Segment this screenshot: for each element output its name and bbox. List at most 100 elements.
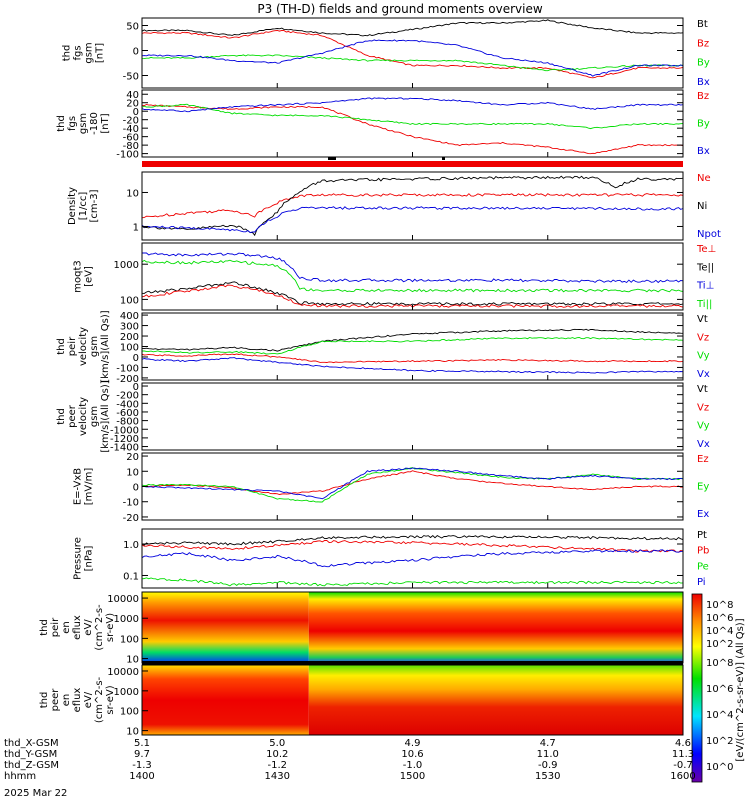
ephem-value-2-4: -0.7 <box>673 760 693 771</box>
panel-p8: 1.0 0.1 Pressure[nPa] Pt Pb Pe Pi <box>73 528 709 589</box>
legend-p4-1: Te|| <box>696 262 714 273</box>
series-line-p7-0 <box>141 470 684 495</box>
y-tick-label-p2-5: -60 <box>123 133 139 144</box>
y-axis-label-line-p6-0: thd <box>56 408 67 425</box>
spec-tick-label-s1-2: 100 <box>120 634 139 645</box>
y-axis-label-line-p6-2: velocity <box>78 397 89 436</box>
series-line-p5-2 <box>142 337 684 355</box>
y-tick-label-p1-0: 50 <box>126 22 139 33</box>
series-line-p4-1 <box>141 259 684 293</box>
y-axis-label-line-p2-4: [nT] <box>100 113 111 133</box>
ephem-value-0-0: 5.1 <box>134 738 150 749</box>
ephem-value-1-0: 9.7 <box>134 749 150 760</box>
legend-p6-2: Vy <box>697 421 710 432</box>
y-tick-label-p5-3: 100 <box>120 343 139 354</box>
spec-axis-label-s2: thdpeerenefluxeV/(cm^2-s-sr-eV) <box>39 676 116 723</box>
legend-p7-0: Ez <box>697 454 709 465</box>
plot-panels: 500-50thdfgsgsm[nT]BtBzByBx40200-20-40-6… <box>56 17 721 589</box>
y-tick-label-p6-5: -1000 <box>110 425 139 436</box>
spec-axis-label-line-s1-3: eflux <box>72 615 83 640</box>
y-axis-label-line-p8-0: Pressure <box>73 537 84 580</box>
y-axis-label-p7: E=-VxB[mV/m] <box>73 468 95 506</box>
y-tick-label-p4-0: 1000 <box>114 260 139 271</box>
y-axis-label-line-p3-2: [cm-3] <box>89 189 100 222</box>
legend-p4-3: Ti|| <box>696 299 712 310</box>
ephem-label-1: thd_Y-GSM <box>4 749 57 760</box>
ephem-value-0-3: 4.7 <box>540 738 556 749</box>
y-axis-label-line-p5-1: peir <box>67 336 78 356</box>
ephem-value-1-3: 11.0 <box>537 749 559 760</box>
colorbar-tick-upper-1: 10^6 <box>706 613 733 624</box>
colorbar-tick-lower-3: 10^2 <box>706 736 733 747</box>
series-line-p8-1 <box>141 539 684 553</box>
legend-p8-2: Pe <box>697 561 709 572</box>
series-line-p7-1 <box>141 467 684 503</box>
y-axis-label-line-p1-1: fgs <box>73 45 84 60</box>
colorbar: [eV/(cm^2-s-sr-eV)] (All Qs)] 10^8 10^6 10… <box>691 593 746 783</box>
panel-p7: 20 10 0 -10 -20 E=-VxB[mV/m] Ez Ey Ex <box>73 452 710 524</box>
series-line-p8-2 <box>141 577 684 587</box>
y-tick-label-p6-7: -1400 <box>110 443 139 454</box>
spec-axis-label-s1: thdpeirenefluxeV/(cm^2-s-sr-eV) <box>39 604 116 651</box>
status-bar-mark <box>328 157 336 160</box>
spectrogram-early-s2 <box>142 665 309 735</box>
legend-p2-2: Bx <box>697 146 710 157</box>
series-line-p8-0 <box>141 534 684 546</box>
colorbar-tick-lower-2: 10^4 <box>706 710 733 721</box>
y-tick-label-p6-3: -600 <box>116 408 139 419</box>
legend-p7-1: Ey <box>697 482 709 493</box>
y-axis-label-line-p7-1: [mV/m] <box>84 468 95 506</box>
y-axis-label-line-p6-3: gsm <box>89 406 100 427</box>
legend-p1-3: Bx <box>697 77 710 88</box>
y-tick-label-p5-6: -200 <box>116 374 139 385</box>
colorbar-label: [eV/(cm^2-s-sr-eV)] (All Qs)] <box>735 618 746 761</box>
legend-p2-1: By <box>697 119 710 130</box>
y-axis-label-line-p3-1: [1/cc] <box>78 192 89 221</box>
series-line-p4-2 <box>141 281 684 306</box>
series-line-p2-0 <box>141 104 684 155</box>
status-bar-mark-2 <box>442 157 445 160</box>
y-axis-label-p4: moqt3[eV] <box>73 260 95 293</box>
y-tick-label-p5-4: 0 <box>133 353 139 364</box>
y-axis-label-line-p5-3: gsm <box>89 336 100 357</box>
series-line-p5-0 <box>141 328 684 352</box>
series-line-p1-0 <box>141 19 684 37</box>
panel-frame-p4 <box>141 242 684 311</box>
y-axis-label-line-p5-2: velocity <box>78 327 89 366</box>
y-tick-label-p5-1: 300 <box>120 322 139 333</box>
ephem-value-3-0: 1400 <box>129 771 154 782</box>
y-tick-label-p7-4: -20 <box>123 513 139 524</box>
colorbar-ticks: 10^8 10^6 10^4 10^2 10^8 10^6 10^4 10^2 10^0 <box>706 600 733 773</box>
series-line-p1-1 <box>141 29 684 79</box>
y-axis-label-p1: thdfgsgsm[nT] <box>62 42 106 63</box>
series-line-p5-1 <box>141 353 684 364</box>
spec-tick-label-s1-3: 10 <box>126 655 139 666</box>
y-tick-label-p7-1: 10 <box>126 467 139 478</box>
colorbar-tick-lower-1: 10^6 <box>706 684 733 695</box>
y-axis-label-line-p1-0: thd <box>62 45 73 62</box>
y-axis-label-line-p4-0: moqt3 <box>73 260 84 293</box>
y-axis-label-line-p6-4: [km/s](All Qs)] <box>100 380 111 452</box>
legend-p8-0: Pt <box>697 530 707 541</box>
spec-axis-label-line-s2-6: sr-eV) <box>105 685 116 714</box>
legend-p2-0: Bz <box>697 91 709 102</box>
ephem-value-3-1: 1430 <box>265 771 290 782</box>
ephem-value-2-0: -1.3 <box>132 760 152 771</box>
ephem-value-3-2: 1500 <box>400 771 425 782</box>
y-tick-label-p2-3: -20 <box>123 116 139 127</box>
spectrogram-s2: 10000 1000 100 10 thdpeerenefluxeV/(cm^2-s-s… <box>39 664 684 738</box>
y-axis-label-line-p7-0: E=-VxB <box>73 468 84 505</box>
y-axis-label-p3: Density[1/cc][cm-3] <box>67 187 100 225</box>
panel-p3: 10 1 Density[1/cc][cm-3] Ne Ni Npot <box>67 171 721 241</box>
panel-frame-p5 <box>141 312 684 381</box>
spectrogram-separator <box>142 661 683 665</box>
colorbar-tick-upper-0: 10^8 <box>706 600 733 611</box>
spec-axis-label-line-s2-0: thd <box>39 692 50 709</box>
legend-p3-0: Ne <box>697 173 711 184</box>
ephem-value-3-4: 1600 <box>670 771 695 782</box>
y-tick-label-p2-2: 0 <box>133 107 139 118</box>
y-axis-label-line-p2-2: gsm <box>78 113 89 134</box>
